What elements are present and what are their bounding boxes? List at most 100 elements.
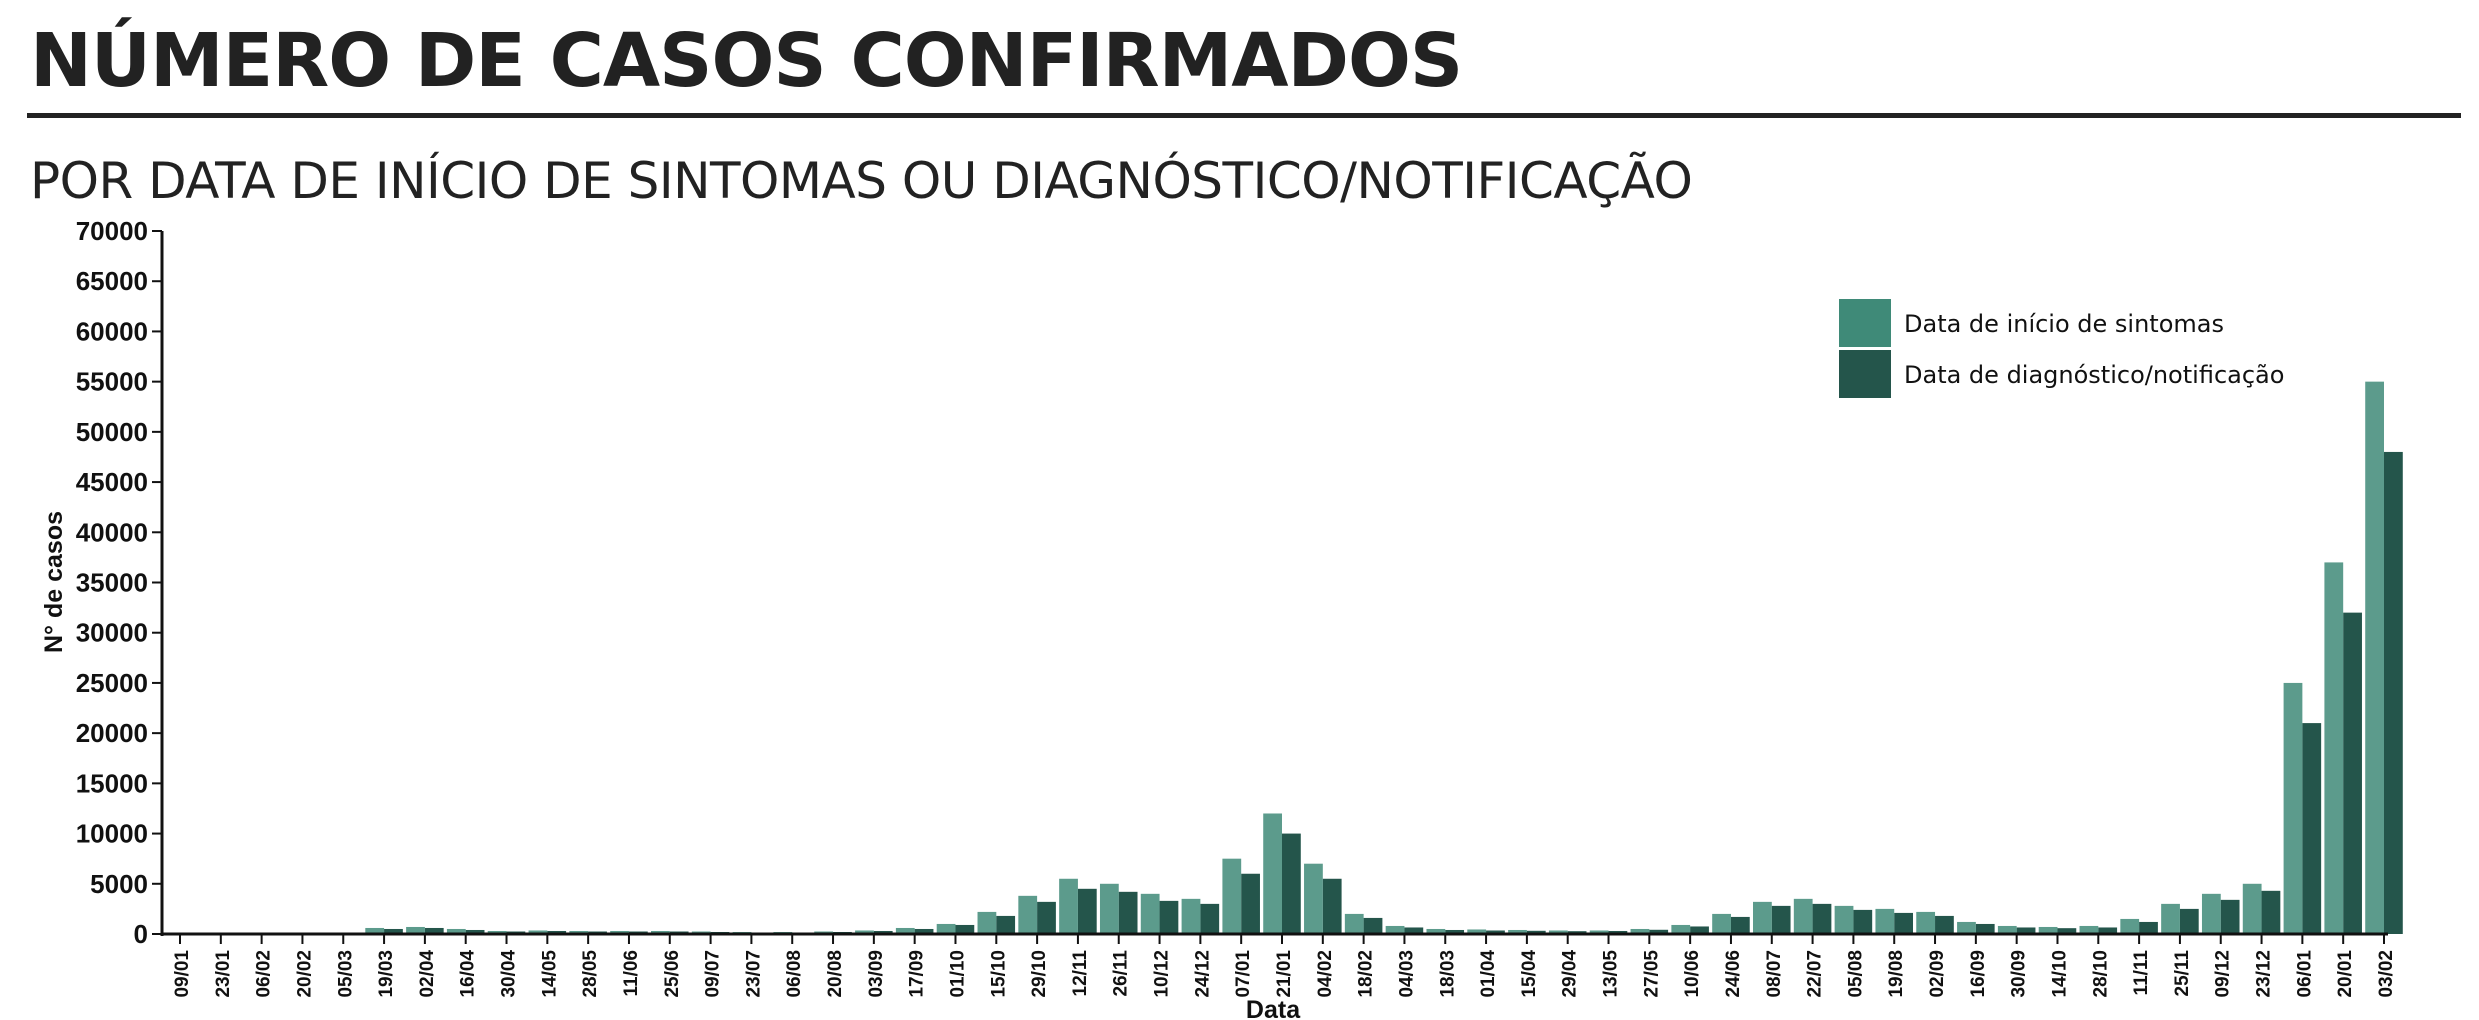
bar-diagnosis: [2179, 908, 2199, 934]
x-axis-ticks: 09/01 23/01 06/02 20/02 05/03 19/03 02/04 16/04…: [172, 934, 2397, 998]
y-tick-label: 45000: [76, 467, 148, 497]
chart-title: NÚMERO DE CASOS CONFIRMADOS: [30, 18, 1463, 104]
bar-diagnosis: [1894, 912, 1913, 934]
x-tick-label: 05/08: [1845, 950, 1866, 998]
x-tick-label: 24/12: [1192, 950, 1213, 998]
x-tick-label: 13/05: [1601, 950, 1622, 998]
bar-diagnosis: [1241, 873, 1260, 934]
bar-diagnosis: [2384, 451, 2403, 934]
bar-symptoms: [1671, 924, 1691, 934]
x-tick-label: 25/06: [662, 950, 683, 998]
y-axis-ticks: 0 5000 10000 15000 20000 25000 30000 35000 40000…: [76, 216, 162, 949]
bar-symptoms: [610, 930, 629, 934]
x-tick-label: 12/11: [1070, 950, 1091, 997]
x-tick-label: 30/04: [499, 950, 520, 998]
bar-diagnosis: [1486, 930, 1505, 934]
x-tick-label: 19/03: [376, 950, 397, 998]
x-axis-label: Data: [1246, 996, 1301, 1020]
bar-diagnosis: [2302, 723, 2322, 934]
bar-diagnosis: [1730, 916, 1750, 934]
bar-diagnosis: [1159, 900, 1179, 934]
y-tick-label: 30000: [76, 618, 148, 648]
x-tick-label: 09/07: [703, 950, 724, 998]
x-tick-label: 21/01: [1274, 950, 1295, 998]
x-tick-label: 17/09: [907, 950, 928, 998]
bar-symptoms: [1222, 858, 1242, 934]
x-tick-label: 06/08: [784, 950, 805, 998]
bar-diagnosis: [2343, 612, 2362, 934]
bar-symptoms: [1263, 813, 1282, 934]
bar-symptoms: [1467, 929, 1487, 934]
bar-symptoms: [569, 930, 589, 934]
y-tick-label: 5000: [90, 869, 148, 899]
bar-symptoms: [855, 930, 874, 934]
x-tick-label: 06/01: [2294, 950, 2315, 998]
x-tick-label: 24/06: [1723, 950, 1744, 998]
bar-diagnosis: [2057, 928, 2077, 934]
y-axis-label: N° de casos: [40, 511, 68, 653]
bar-symptoms: [1140, 893, 1160, 934]
x-tick-label: 23/07: [743, 950, 764, 998]
bar-diagnosis: [465, 929, 485, 934]
x-tick-label: 14/10: [2049, 950, 2070, 998]
x-tick-label: 09/12: [2213, 950, 2234, 998]
x-tick-label: 27/05: [1641, 950, 1662, 998]
bar-diagnosis: [1690, 926, 1709, 934]
bar-diagnosis: [1363, 917, 1383, 934]
y-tick-label: 25000: [76, 668, 148, 698]
bar-symptoms: [1304, 863, 1323, 934]
bar-diagnosis: [1526, 930, 1546, 934]
y-tick-label: 60000: [76, 316, 148, 346]
bar-diagnosis: [996, 915, 1016, 934]
bar-diagnosis: [1118, 891, 1138, 934]
x-tick-label: 29/04: [1560, 950, 1581, 998]
bar-symptoms: [1181, 898, 1201, 934]
bar-diagnosis: [1853, 909, 1873, 934]
bar-diagnosis: [2261, 890, 2281, 934]
bar-symptoms: [1957, 921, 1976, 934]
bar-symptoms: [1426, 928, 1446, 934]
y-tick-label: 50000: [76, 417, 148, 447]
bar-symptoms: [1548, 930, 1568, 934]
x-tick-label: 10/06: [1682, 950, 1703, 998]
bar-symptoms: [1344, 913, 1364, 934]
bar-symptoms: [1099, 883, 1119, 934]
bar-diagnosis: [914, 928, 934, 934]
bar-symptoms: [1589, 930, 1609, 934]
bar-symptoms: [1793, 898, 1813, 934]
bar-symptoms: [651, 930, 670, 934]
x-tick-label: 25/11: [2172, 950, 2193, 997]
bar-diagnosis: [1282, 833, 1301, 934]
legend-swatch-diagnosis: [1839, 350, 1891, 398]
x-tick-label: 20/08: [825, 950, 846, 998]
bar-diagnosis: [1200, 903, 1220, 934]
bar-diagnosis: [1975, 923, 1995, 934]
legend-label-symptoms: Data de início de sintomas: [1904, 310, 2224, 338]
x-tick-label: 28/05: [580, 950, 601, 998]
x-tick-label: 23/12: [2254, 950, 2275, 998]
bar-diagnosis: [1404, 927, 1424, 934]
legend-swatch-symptoms: [1839, 299, 1891, 347]
bar-diagnosis: [955, 924, 975, 934]
x-tick-label: 30/09: [2009, 950, 2030, 998]
bar-symptoms: [1875, 908, 1895, 934]
x-tick-label: 16/04: [458, 950, 479, 998]
bar-symptoms: [936, 923, 956, 934]
bar-diagnosis: [2220, 899, 2240, 934]
bar-symptoms: [895, 927, 915, 934]
x-tick-label: 03/09: [866, 950, 887, 998]
x-tick-label: 20/01: [2335, 950, 2356, 998]
bar-diagnosis: [1812, 903, 1832, 934]
x-tick-label: 01/04: [1478, 950, 1499, 998]
bar-symptoms: [2242, 883, 2262, 934]
bars-symptoms-series: [324, 381, 2384, 935]
x-tick-label: 15/10: [988, 950, 1009, 998]
bar-diagnosis: [2016, 927, 2036, 934]
bar-symptoms: [406, 926, 425, 934]
x-tick-label: 11/11: [2131, 950, 2152, 996]
y-tick-label: 35000: [76, 568, 148, 598]
bar-diagnosis: [1037, 901, 1056, 934]
bar-diagnosis: [1649, 929, 1669, 934]
bar-symptoms: [487, 930, 507, 934]
bar-diagnosis: [1771, 905, 1791, 934]
